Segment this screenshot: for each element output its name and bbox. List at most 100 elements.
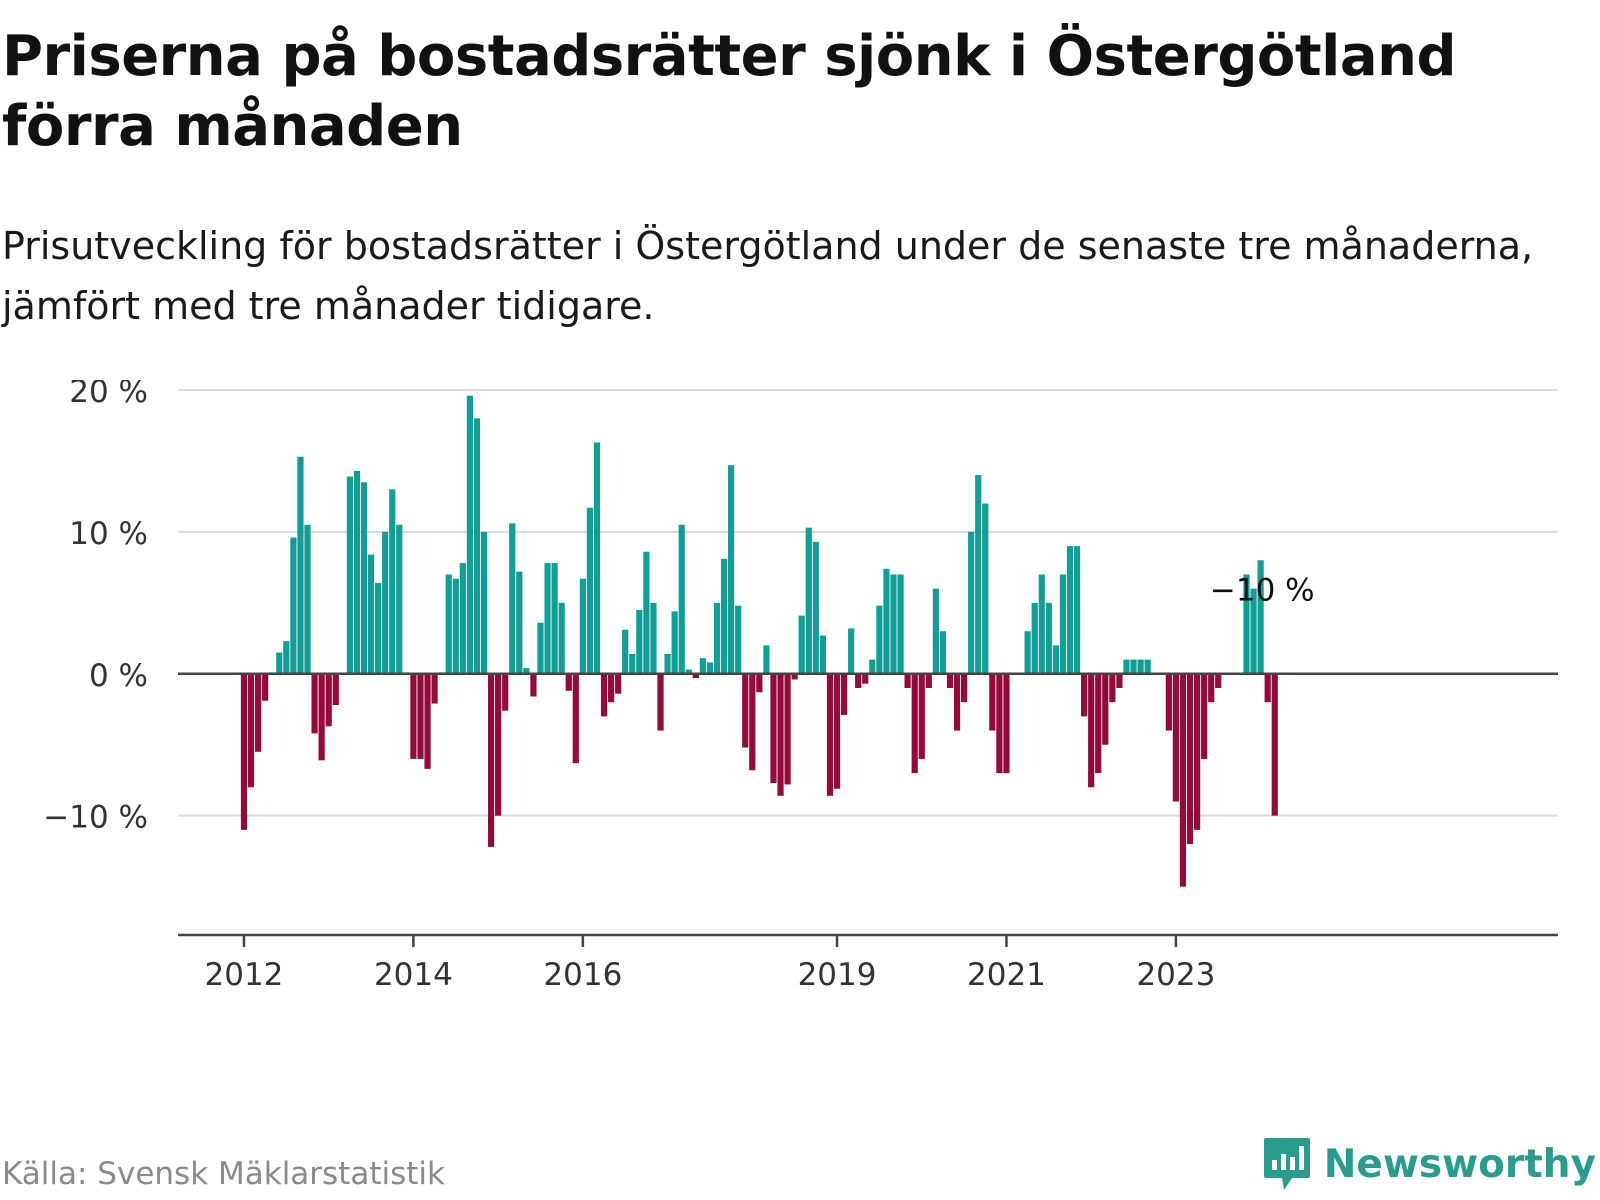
bar <box>812 541 819 674</box>
bar <box>664 653 671 674</box>
bar <box>452 578 459 674</box>
bar <box>953 673 961 731</box>
chart-subtitle: Prisutveckling för bostadsrätter i Öster… <box>2 224 1534 328</box>
bar <box>706 662 714 674</box>
bar <box>304 524 311 674</box>
bar <box>678 524 685 674</box>
source-note: Källa: Svensk Mäklarstatistik <box>2 1156 445 1192</box>
bar <box>961 673 968 703</box>
bar <box>989 673 996 731</box>
bar <box>1137 659 1144 674</box>
bar <box>1144 659 1151 674</box>
bar <box>240 673 248 830</box>
bar <box>1073 546 1081 674</box>
y-tick-label: 20 % <box>69 380 148 410</box>
brand-name: Newsworthy <box>1323 1141 1596 1187</box>
bar <box>495 673 502 816</box>
bar <box>1052 645 1059 674</box>
bar <box>876 605 883 674</box>
bar <box>1250 588 1257 674</box>
bar <box>509 523 516 674</box>
bar <box>805 527 812 674</box>
bar <box>932 588 939 674</box>
bar <box>346 476 353 674</box>
bar <box>622 629 629 674</box>
bar <box>1109 673 1116 703</box>
bar <box>1031 602 1038 674</box>
bar <box>1003 673 1010 774</box>
bar <box>939 631 947 674</box>
bar <box>777 673 784 796</box>
bar <box>798 615 805 674</box>
bar <box>699 658 706 674</box>
bar <box>946 673 954 688</box>
bar <box>643 551 650 674</box>
bar <box>636 609 643 674</box>
brand-logo[interactable]: Newsworthy <box>1262 1136 1596 1192</box>
bar <box>445 574 452 674</box>
bar <box>608 673 615 703</box>
x-tick-label: 2023 <box>1136 957 1215 993</box>
bar <box>1271 673 1278 816</box>
bar <box>862 673 869 684</box>
bar <box>544 563 551 674</box>
bar <box>1038 574 1045 674</box>
bar <box>325 673 332 727</box>
x-tick-label: 2016 <box>543 957 622 993</box>
bar <box>890 574 897 674</box>
bar <box>396 524 403 674</box>
bar <box>360 482 368 674</box>
bar <box>530 673 537 697</box>
bar <box>982 503 989 674</box>
y-tick-label: −10 % <box>43 800 148 836</box>
bar <box>247 673 255 788</box>
bar-chart-speech-bubble-icon <box>1263 1138 1310 1190</box>
bar <box>1102 673 1109 745</box>
bar <box>918 673 925 759</box>
bar <box>410 673 417 759</box>
y-tick-label: 10 % <box>69 516 148 552</box>
bar-chart: 20 % 10 % 0 % −10 % 2012 2014 2016 2019 2021 2023… <box>43 380 1558 993</box>
bar <box>424 673 431 769</box>
y-tick-label: 0 % <box>89 658 148 694</box>
bar <box>579 578 586 674</box>
bar <box>685 669 692 674</box>
bar <box>1088 673 1095 788</box>
bar <box>480 531 488 674</box>
bar <box>283 641 290 674</box>
bar <box>911 673 918 774</box>
bar <box>1059 574 1067 674</box>
bar <box>417 673 424 759</box>
bar <box>1123 659 1130 674</box>
bar <box>833 673 841 789</box>
bar <box>756 673 763 693</box>
bar <box>629 653 636 674</box>
bar <box>657 673 664 731</box>
bar <box>459 563 466 674</box>
bar <box>1179 673 1187 887</box>
bar <box>565 673 572 691</box>
bar <box>466 395 473 674</box>
bar <box>487 673 495 847</box>
bar <box>1201 673 1208 759</box>
bar <box>558 602 565 674</box>
bar <box>276 652 283 674</box>
bar <box>615 673 622 694</box>
bar <box>742 673 749 748</box>
bar <box>650 602 657 674</box>
bar <box>784 673 791 785</box>
bar <box>728 465 735 674</box>
bar <box>826 673 834 796</box>
bar <box>1257 560 1264 674</box>
bar <box>749 673 756 771</box>
bar <box>311 673 318 734</box>
bar <box>318 673 325 761</box>
bar <box>1024 631 1031 674</box>
x-tick-label: 2021 <box>967 957 1046 993</box>
bar <box>996 673 1003 774</box>
bar <box>692 673 699 679</box>
bar <box>1066 546 1074 674</box>
bar <box>353 470 361 674</box>
bar <box>720 558 728 674</box>
bar <box>523 668 530 674</box>
